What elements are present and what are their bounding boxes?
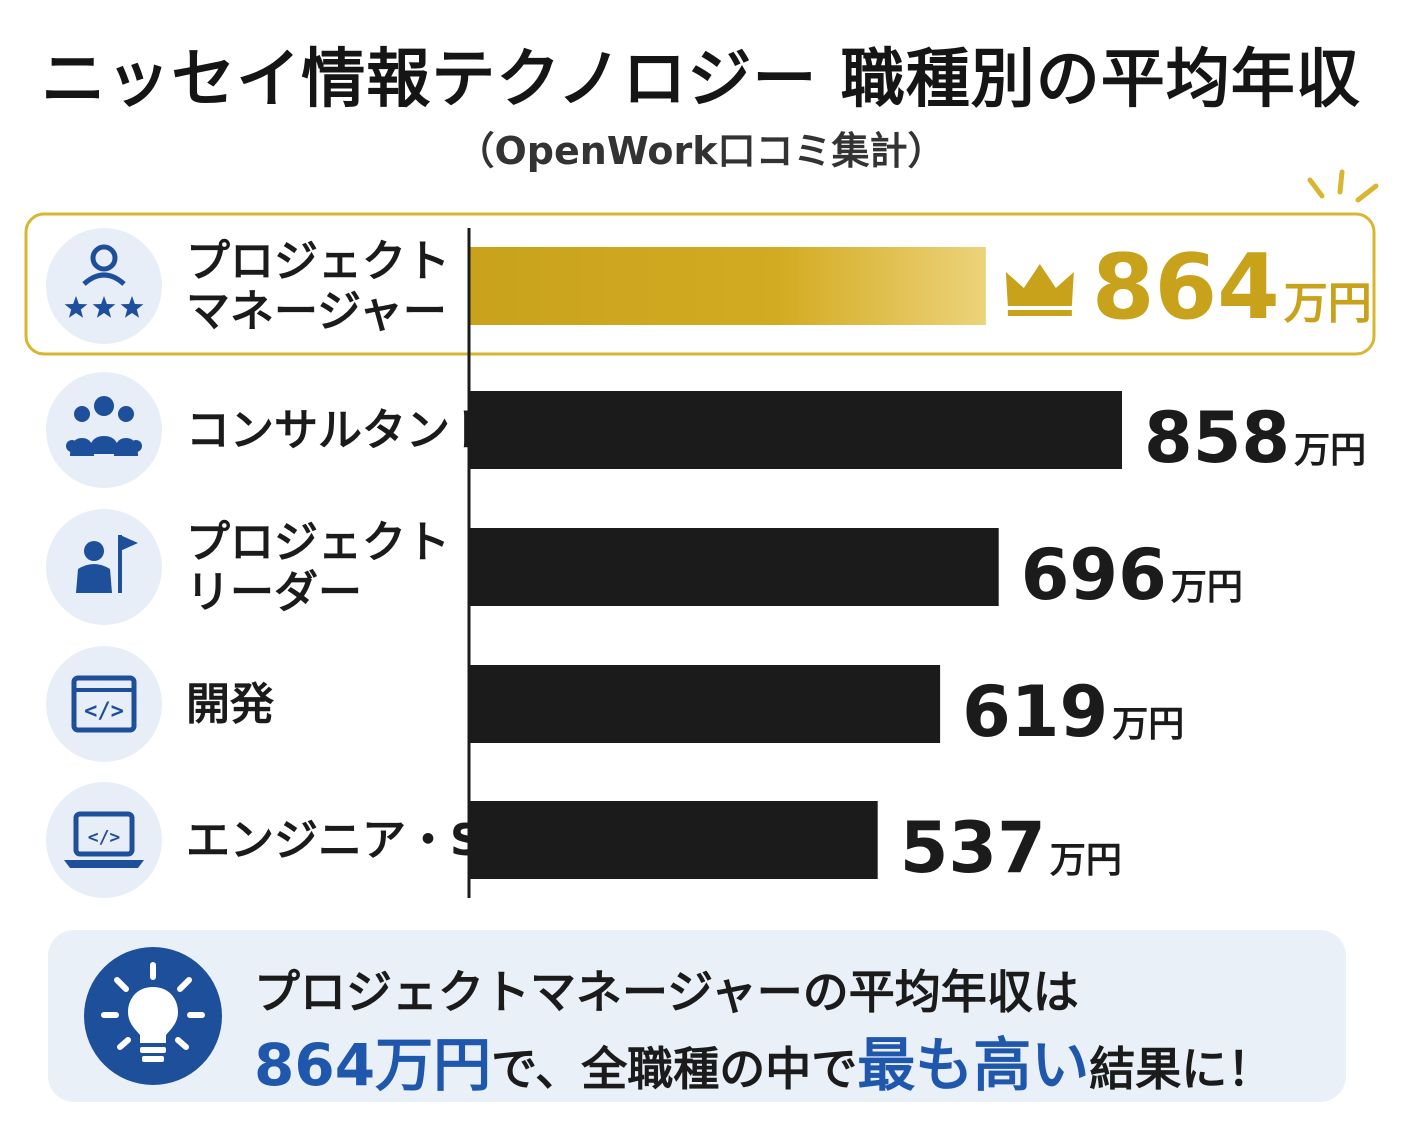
value-label: 858 万円 [1144, 397, 1366, 479]
callout-emphasis: 最も高い [857, 1031, 1090, 1099]
chart-subtitle: （OpenWork口コミ集計） [456, 129, 946, 173]
value-label: 864万円 [1092, 235, 1372, 340]
callout-part-3: 結果に！ [1089, 1042, 1274, 1096]
bar [469, 665, 941, 743]
value-label: 619 万円 [962, 671, 1184, 753]
team-group-icon [46, 372, 162, 488]
callout-line-1: プロジェクトマネージャーの平均年収は [254, 965, 1079, 1019]
svg-text:</>: </> [88, 827, 121, 848]
value-label: 696 万円 [1021, 534, 1243, 616]
callout-line-2: 864万円で、全職種の中で最も高い結果に！ [254, 1018, 1273, 1102]
callout-value: 864万円 [254, 1031, 492, 1099]
category-label: コンサルタント [186, 405, 494, 456]
leader-flag-icon [46, 509, 162, 625]
value-label: 537 万円 [900, 807, 1122, 889]
laptop-code-icon: </> [46, 782, 162, 898]
callout-part-2: で、全職種の中で [491, 1042, 858, 1096]
svg-text:</>: </> [84, 699, 124, 724]
category-label: プロジェクトリーダー [186, 517, 450, 618]
bar [469, 247, 986, 325]
category-label: 開発 [186, 679, 275, 730]
summary-callout: プロジェクトマネージャーの平均年収は 864万円で、全職種の中で最も高い結果に！ [48, 930, 1346, 1102]
manager-stars-icon [46, 228, 162, 344]
chart-title: ニッセイ情報テクノロジー 職種別の平均年収 [41, 43, 1361, 117]
crown-icon [1005, 264, 1074, 316]
bar [469, 801, 878, 879]
bar [469, 391, 1122, 469]
category-label: プロジェクトマネージャー [186, 236, 450, 337]
category-label: エンジニア・SE [186, 815, 512, 866]
code-window-icon: </> [46, 646, 162, 762]
lightbulb-icon [84, 947, 222, 1085]
bar [469, 528, 999, 606]
sparkle-decoration [1307, 169, 1379, 203]
